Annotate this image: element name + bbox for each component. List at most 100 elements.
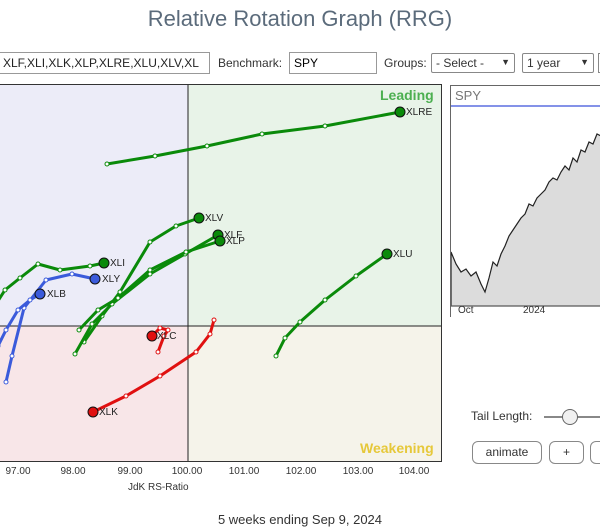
tail-point <box>259 131 265 137</box>
tail-point <box>322 123 328 129</box>
tail-head-marker[interactable] <box>381 248 393 260</box>
period-select[interactable]: 1 year ▼ <box>522 53 594 73</box>
animate-button[interactable]: animate <box>472 441 542 464</box>
symbol-label: XLV <box>205 213 223 224</box>
x-tick: 102.00 <box>285 466 317 477</box>
spy-label: SPY <box>455 88 482 103</box>
tail-point <box>15 307 21 313</box>
symbol-label: XLY <box>102 274 120 285</box>
x-tick: 103.00 <box>342 466 374 477</box>
tail-point <box>3 327 9 333</box>
tail-point <box>183 249 189 255</box>
x-tick: 97.00 <box>5 466 31 477</box>
weakening-quadrant <box>188 326 442 462</box>
tail-point <box>282 335 288 341</box>
tail-point <box>157 373 163 379</box>
chevron-down-icon: ▼ <box>501 57 510 67</box>
tail-point <box>117 289 123 295</box>
tail-point <box>72 351 78 357</box>
tail-point <box>35 261 41 267</box>
tail-xlk[interactable]: XLK <box>87 317 217 418</box>
tail-xlb[interactable]: XLB <box>0 288 66 348</box>
leading-quadrant-label: Leading <box>380 87 434 103</box>
tail-point <box>57 267 63 273</box>
tail-head-marker[interactable] <box>193 212 205 224</box>
tail-point <box>2 287 8 293</box>
tail-head-marker[interactable] <box>89 273 101 285</box>
symbol-label: XLI <box>110 258 125 269</box>
period-select-value: 1 year <box>527 56 561 70</box>
x-tick: 101.00 <box>228 466 260 477</box>
tail-length-slider-handle[interactable] <box>562 409 578 425</box>
tail-xlu[interactable]: XLU <box>273 248 412 359</box>
x-axis-title: JdK RS-Ratio <box>128 482 189 493</box>
tail-xli[interactable]: XLI <box>0 257 125 306</box>
period-footer: 5 weeks ending Sep 9, 2024 <box>217 512 383 527</box>
tail-point <box>27 297 33 303</box>
tail-point <box>89 321 95 327</box>
tail-point <box>76 327 82 333</box>
lagging-quadrant <box>0 326 188 462</box>
tail-point <box>157 325 163 331</box>
tail-head-marker[interactable] <box>146 330 158 342</box>
increase-button[interactable]: + <box>549 441 584 464</box>
improving-quadrant <box>0 84 188 326</box>
chevron-down-icon: ▼ <box>580 57 589 67</box>
tail-point <box>211 317 217 323</box>
tail-point <box>87 263 93 269</box>
spy-chart <box>450 86 600 318</box>
more-button[interactable] <box>590 441 600 464</box>
tail-head-marker[interactable] <box>394 106 406 118</box>
tail-length-label: Tail Length: <box>471 409 533 423</box>
tail-point <box>155 349 161 355</box>
tail-point <box>297 319 303 325</box>
tail-point <box>95 307 101 313</box>
tail-point <box>161 333 167 339</box>
weakening-quadrant-label: Weakening <box>360 440 434 456</box>
tail-head-marker[interactable] <box>34 288 46 300</box>
tail-point <box>353 273 359 279</box>
tail-xlv[interactable]: XLV <box>81 212 223 345</box>
tail-point <box>43 277 49 283</box>
tail-point <box>273 353 279 359</box>
tail-point <box>173 223 179 229</box>
symbol-label: XLF <box>224 230 242 241</box>
tail-head-marker[interactable] <box>87 406 99 418</box>
tail-xlre[interactable]: XLRE <box>104 106 432 167</box>
symbols-input[interactable] <box>0 52 210 74</box>
spy-tick: Oct <box>458 305 474 316</box>
symbol-label: XLK <box>99 407 118 418</box>
tail-xlc[interactable]: XLC <box>146 325 176 355</box>
tail-point <box>207 331 213 337</box>
extra-select[interactable] <box>598 53 600 73</box>
tail-point <box>193 349 199 355</box>
tail-xlp[interactable]: XLP <box>76 235 245 333</box>
tail-point <box>165 327 171 333</box>
tail-point <box>322 297 328 303</box>
tail-point <box>9 353 15 359</box>
benchmark-label: Benchmark: <box>218 56 283 70</box>
tail-point <box>115 295 121 301</box>
tail-line <box>274 252 388 357</box>
tail-point <box>104 161 110 167</box>
spy-panel: SPY <box>450 85 600 318</box>
tail-point <box>123 393 129 399</box>
groups-select[interactable]: - Select - ▼ <box>431 53 515 73</box>
tail-point <box>17 275 23 281</box>
tail-head-marker[interactable] <box>214 235 226 247</box>
benchmark-input[interactable] <box>289 52 377 74</box>
tail-point <box>69 271 75 277</box>
tail-point <box>147 239 153 245</box>
rrg-toolbar: Benchmark: Groups: - Select - ▼ 1 year ▼ <box>0 52 600 76</box>
symbol-label: XLU <box>393 249 412 260</box>
x-tick: 100.00 <box>171 466 203 477</box>
symbol-label: XLB <box>47 289 66 300</box>
tail-point <box>147 267 153 273</box>
tail-head-marker[interactable] <box>98 257 110 269</box>
tail-point <box>3 379 9 385</box>
leading-quadrant <box>188 84 442 326</box>
tail-point <box>204 143 210 149</box>
symbol-label: XLC <box>157 331 176 342</box>
